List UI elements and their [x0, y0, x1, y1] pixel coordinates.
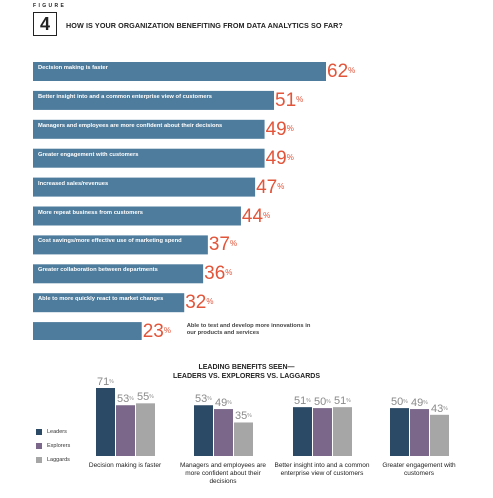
legend-item-leaders: Leaders — [36, 425, 70, 439]
grouped-bar-leaders — [293, 407, 312, 456]
bar-category-label: Cost savings/more effective use of marke… — [38, 238, 182, 245]
bar-category-label: Managers and employees are more confiden… — [38, 122, 223, 129]
grouped-bar-leaders — [96, 388, 115, 456]
legend-swatch — [36, 429, 42, 435]
legend-label: Laggards — [47, 457, 70, 463]
bar-category-label: Increased sales/revenues — [38, 180, 109, 187]
bar-value-label: 49% — [265, 118, 294, 140]
group-category-label: Better insight into and a common enterpr… — [274, 462, 370, 477]
bar-value-label: 49% — [265, 147, 294, 169]
group-category-label: Decision making is faster — [88, 462, 162, 469]
subchart-title-line2: LEADERS VS. EXPLORERS VS. LAGGARDS — [172, 373, 321, 380]
bar-value-label: 36% — [204, 263, 233, 285]
bar-value-label: 47% — [256, 176, 285, 198]
legend-label: Explorers — [47, 443, 71, 449]
legend: Leaders Explorers Laggards — [36, 425, 70, 467]
bar-value-label: 37% — [208, 234, 238, 256]
grouped-value-label: 49% — [215, 397, 232, 410]
bar-category-label: Greater collaboration between department… — [38, 267, 158, 274]
bar-3 — [33, 119, 265, 139]
bar-2 — [33, 90, 275, 110]
figure-number: 4 — [33, 12, 57, 36]
bar-category-label: Greater engagement with customers — [38, 151, 139, 158]
grouped-value-label: 50% — [391, 396, 408, 409]
top-bar-chart — [33, 62, 326, 340]
grouped-value-label: 43% — [431, 402, 448, 415]
bar-5 — [33, 177, 256, 197]
legend-swatch — [36, 457, 42, 463]
bar-9 — [33, 293, 185, 313]
bar-value-label: 51% — [275, 89, 304, 111]
bar-value-label: 23% — [142, 321, 171, 343]
bar-7 — [33, 235, 208, 255]
grouped-bar-laggards — [234, 422, 253, 456]
bar-category-label: Decision making is faster — [38, 65, 108, 71]
group-category-label: Managers and employees are more confiden… — [180, 462, 266, 485]
grouped-value-label: 51% — [334, 395, 351, 408]
grouped-value-label: 51% — [294, 395, 311, 408]
grouped-value-label: 53% — [195, 393, 212, 406]
legend-swatch — [36, 443, 42, 449]
grouped-bar-leaders — [194, 405, 213, 456]
grouped-value-label: 49% — [411, 397, 428, 410]
grouped-value-label: 53% — [117, 393, 134, 406]
bar-value-label: 44% — [241, 205, 271, 227]
bar-4 — [33, 148, 265, 168]
grouped-value-label: 50% — [314, 396, 331, 409]
bar-value-label: 32% — [185, 292, 214, 314]
bar-10 — [33, 322, 142, 340]
legend-item-laggards: Laggards — [36, 453, 70, 467]
bar-6 — [33, 206, 241, 226]
grouped-bar-explorers — [214, 409, 233, 456]
grouped-value-label: 55% — [137, 391, 154, 404]
group-category-label: Greater engagement with customers — [382, 462, 456, 477]
subchart-title: LEADING BENEFITS SEEN— LEADERS VS. EXPLO… — [0, 363, 493, 381]
bar-1 — [33, 62, 326, 81]
bar-category-label: Able to more quickly react to market cha… — [38, 296, 164, 303]
subchart-title-line1: LEADING BENEFITS SEEN— — [198, 364, 295, 371]
grouped-bar-explorers — [116, 405, 135, 456]
grouped-bar-explorers — [313, 408, 332, 456]
grouped-bar-laggards — [430, 414, 449, 456]
chart-title: HOW IS YOUR ORGANIZATION BENEFITING FROM… — [66, 21, 343, 30]
bar-category-label: Able to test and develop more innovation… — [186, 323, 311, 336]
bar-value-label: 62% — [327, 61, 356, 82]
grouped-value-label: 71% — [97, 376, 114, 388]
grouped-bar-laggards — [136, 403, 155, 456]
bar-category-label: Better insight into and a common enterpr… — [38, 93, 212, 100]
figure-label: FIGURE — [33, 3, 67, 9]
legend-label: Leaders — [47, 429, 67, 435]
grouped-bar-laggards — [333, 407, 352, 456]
bar-8 — [33, 264, 204, 284]
grouped-bar-explorers — [410, 409, 429, 456]
grouped-value-label: 35% — [235, 410, 252, 423]
bar-category-label: More repeat business from customers — [38, 209, 144, 216]
legend-item-explorers: Explorers — [36, 439, 70, 453]
grouped-bar-leaders — [390, 408, 409, 456]
